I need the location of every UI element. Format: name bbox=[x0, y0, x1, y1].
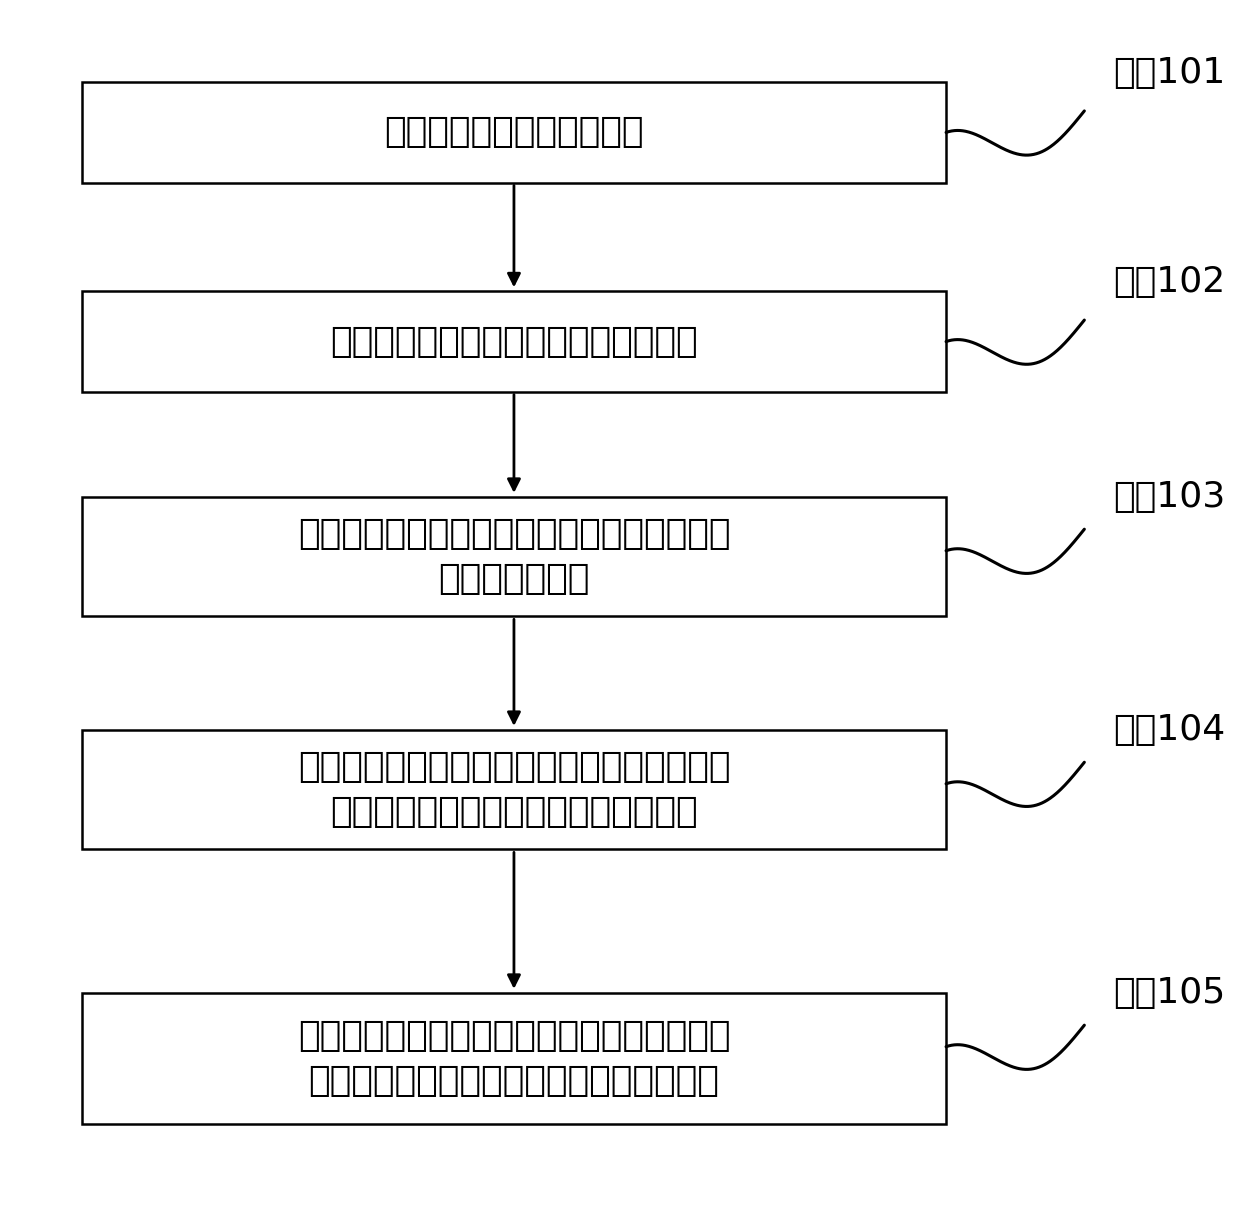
Text: 步骤104: 步骤104 bbox=[1114, 713, 1225, 747]
Text: 确定人脸图像的至少一个关键区域图像: 确定人脸图像的至少一个关键区域图像 bbox=[330, 324, 698, 359]
Text: 获取待检测对象的人脸图像: 获取待检测对象的人脸图像 bbox=[384, 115, 644, 150]
Bar bbox=[82, 291, 946, 393]
Bar bbox=[82, 730, 946, 850]
Text: 步骤102: 步骤102 bbox=[1114, 265, 1225, 299]
Bar bbox=[82, 497, 946, 617]
Text: 步骤103: 步骤103 bbox=[1114, 480, 1225, 514]
Text: 步骤105: 步骤105 bbox=[1114, 976, 1225, 1010]
Text: 步骤101: 步骤101 bbox=[1114, 56, 1225, 89]
Bar bbox=[82, 82, 946, 184]
Text: 将人脸图像输入经训练的全局检测模型，以得
到全局检测结果: 将人脸图像输入经训练的全局检测模型，以得 到全局检测结果 bbox=[298, 517, 730, 596]
Bar bbox=[82, 993, 946, 1124]
Text: 将至少一个关键区域图像输入经训练的局部检
测模型，以得到至少一个局部检测结果: 将至少一个关键区域图像输入经训练的局部检 测模型，以得到至少一个局部检测结果 bbox=[298, 751, 730, 829]
Text: 根据全局检测结果和至少一个局部检测结果，
确定待检测对象患有特定综合征的检测概率: 根据全局检测结果和至少一个局部检测结果， 确定待检测对象患有特定综合征的检测概率 bbox=[298, 1019, 730, 1098]
